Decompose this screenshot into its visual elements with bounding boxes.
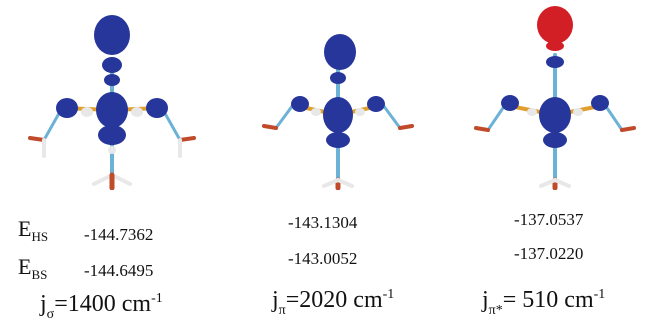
row-label-ebs: EBS — [18, 256, 47, 281]
molecule-orbital-pi — [258, 0, 418, 190]
molecule-orbital-pi-star — [470, 0, 640, 190]
panel2-ehs-value: -143.1304 — [288, 214, 357, 231]
panel1-ehs-value: -144.7362 — [84, 226, 153, 243]
molecule-orbital-sigma — [22, 0, 202, 190]
panel2-ebs-value: -143.0052 — [288, 250, 357, 267]
j-pi-star-label: jπ*= 510 cm-1 — [482, 288, 605, 318]
panel1-ebs-value: -144.6495 — [84, 262, 153, 279]
panel3-ebs-value: -137.0220 — [514, 245, 583, 262]
panel3-ehs-value: -137.0537 — [514, 211, 583, 228]
j-sigma-label: jσ=1400 cm-1 — [40, 292, 163, 322]
row-label-ehs: EHS — [18, 218, 48, 243]
j-pi-label: jπ=2020 cm-1 — [272, 288, 394, 318]
